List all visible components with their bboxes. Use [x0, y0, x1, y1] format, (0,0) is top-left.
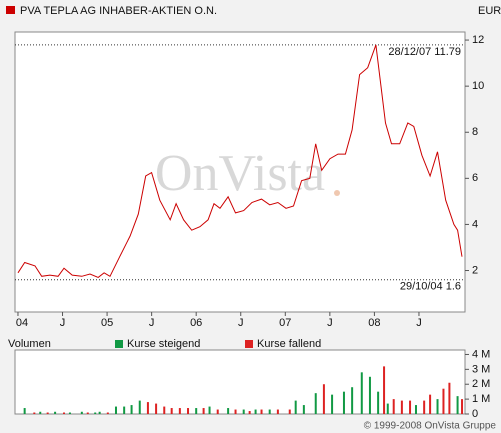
chart-title: PVA TEPLA AG INHABER-AKTIEN O.N.: [20, 5, 217, 17]
volume-bar: [360, 372, 363, 414]
volume-bar: [392, 399, 395, 414]
x-tick-label: J: [327, 317, 333, 329]
volume-bar: [302, 405, 305, 414]
volume-bar: [130, 405, 133, 414]
volume-bar: [414, 405, 417, 414]
volume-bar: [448, 382, 451, 414]
x-tick-label: 06: [190, 317, 202, 329]
volume-bar: [163, 406, 166, 414]
volume-bar: [195, 408, 198, 414]
volume-bar: [94, 412, 97, 414]
volume-bar: [216, 409, 219, 414]
volume-bar: [400, 400, 403, 414]
volume-bar: [98, 411, 101, 414]
legend-swatch: [115, 340, 123, 348]
volume-bar: [234, 409, 237, 414]
volume-bar: [155, 403, 158, 414]
volume-panel: [14, 349, 466, 415]
y-tick-label: 0: [472, 408, 478, 420]
currency: EUR: [478, 5, 501, 17]
volume-bar: [80, 411, 83, 414]
volume-bar: [442, 388, 445, 414]
volume-bar: [68, 412, 71, 414]
x-tick-label: 07: [279, 317, 291, 329]
price-panel: [14, 31, 466, 313]
volume-bar: [260, 409, 263, 414]
volume-bar: [423, 400, 426, 414]
volume-bar: [146, 402, 149, 414]
volume-bar: [383, 366, 386, 414]
y-tick-label: 12: [472, 34, 484, 46]
footer: © 1999-2008 OnVista Gruppe: [364, 421, 497, 432]
legend-swatch: [6, 6, 15, 14]
volume-bar: [178, 408, 181, 414]
y-tick-label: 8: [472, 126, 478, 138]
volume-bar: [294, 400, 297, 414]
high-label: 28/12/07 11.79: [388, 46, 461, 58]
y-tick-label: 1 M: [472, 393, 490, 405]
volume-bar: [429, 394, 432, 414]
volume-bar: [461, 399, 464, 414]
volume-bar: [86, 412, 89, 414]
volume-bar: [208, 406, 211, 414]
y-tick-label: 4 M: [472, 348, 490, 360]
watermark-dot: [334, 190, 340, 196]
volume-bar: [386, 403, 389, 414]
volume-bar: [227, 408, 230, 414]
x-tick-label: 04: [16, 317, 28, 329]
watermark: OnVista: [155, 145, 325, 202]
volume-bar: [202, 408, 205, 414]
volume-bar: [242, 409, 245, 414]
volume-bar: [342, 391, 345, 414]
volume-bar: [377, 391, 380, 414]
volume-bar: [288, 409, 291, 414]
volume-bar: [409, 400, 412, 414]
legend-label: Kurse fallend: [257, 338, 321, 350]
legend-label: Kurse steigend: [127, 338, 200, 350]
volume-bar: [248, 411, 251, 414]
x-tick-label: J: [238, 317, 244, 329]
volume-bar: [63, 412, 66, 414]
y-tick-label: 3 M: [472, 363, 490, 375]
x-tick-label: J: [416, 317, 422, 329]
volume-bar: [314, 393, 317, 414]
volume-bar: [254, 409, 257, 414]
y-tick-label: 6: [472, 172, 478, 184]
legend-swatch: [245, 340, 253, 348]
y-tick-label: 4: [472, 218, 478, 230]
volume-bar: [33, 412, 36, 414]
x-tick-label: 05: [101, 317, 113, 329]
volume-bar: [123, 406, 126, 414]
volume-bar: [368, 376, 371, 414]
volume-bar: [351, 387, 354, 414]
volume-bar: [276, 409, 279, 414]
volume-bar: [322, 384, 325, 414]
volume-bar: [23, 408, 26, 414]
volume-bar: [114, 406, 117, 414]
volume-bar: [106, 412, 109, 414]
y-tick-label: 2: [472, 264, 478, 276]
volume-bar: [187, 408, 190, 414]
volume-bar: [331, 394, 334, 414]
price-line: [17, 44, 463, 278]
volume-bar: [170, 408, 173, 414]
x-tick-label: J: [60, 317, 66, 329]
low-label: 29/10/04 1.6: [400, 281, 461, 293]
volume-label: Volumen: [8, 338, 51, 350]
volume-bar: [46, 412, 49, 414]
x-tick-label: 08: [368, 317, 380, 329]
volume-bar: [138, 400, 141, 414]
volume-bar: [456, 396, 459, 414]
volume-bar: [268, 409, 271, 414]
volume-bar: [39, 411, 42, 414]
y-tick-label: 10: [472, 80, 484, 92]
volume-bar: [54, 411, 57, 414]
y-tick-label: 2 M: [472, 378, 490, 390]
volume-bar: [436, 399, 439, 414]
x-tick-label: J: [149, 317, 155, 329]
